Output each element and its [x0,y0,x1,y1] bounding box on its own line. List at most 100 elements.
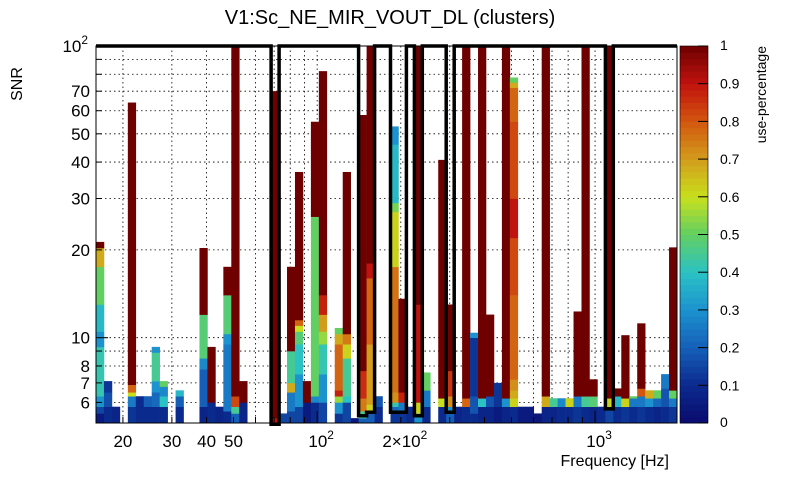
color-scale-step [680,133,708,141]
heatmap-cell [446,304,455,372]
color-scale-step [680,159,708,166]
y-tick-label: 50 [71,125,90,144]
heatmap-cell [470,396,479,414]
heatmap-cell [231,413,240,424]
heatmap-cell [605,398,614,408]
heatmap-cell [470,337,479,397]
heatmap-cell [414,304,423,403]
heatmap-cell [390,126,399,145]
heatmap-cell [127,396,137,408]
heatmap-cell [422,406,431,424]
heatmap-cell [334,402,344,414]
color-scale-step [680,397,708,405]
heatmap-cell [438,159,447,399]
heatmap-cell [199,406,208,424]
heatmap-cell [127,384,137,393]
heatmap-cell [318,314,328,332]
heatmap-cell [159,386,168,397]
heatmap-cell [390,392,399,403]
x-tick-label: 40 [197,432,216,451]
heatmap-cell [478,46,487,399]
heatmap-cell [509,398,519,408]
heatmap-cell [462,398,471,408]
color-scale-step [680,221,708,229]
color-scale-step [680,372,708,380]
heatmap-cell [318,295,328,315]
color-scale-step [680,272,708,279]
heatmap-cell [581,396,590,408]
heatmap-cell [398,298,407,393]
heatmap-cell [446,413,455,424]
color-scale-step [680,228,708,235]
heatmap-cell [597,406,606,424]
color-scale-step [680,64,708,72]
heatmap-cell [462,406,471,424]
heatmap-cell [294,171,304,321]
heatmap-cell [653,390,662,399]
heatmap-cell [501,46,511,399]
heatmap-cell [621,398,630,408]
heatmap-cell [390,202,399,213]
heatmap-cell [390,406,399,414]
heatmap-cell [398,392,407,403]
heatmap-cell [446,370,455,397]
heatmap-cell [318,374,328,403]
heatmap-cell [279,413,288,424]
heatmap-cell [645,398,654,408]
z-tick-label: 0.5 [720,227,740,243]
color-scale-step [680,140,708,148]
heatmap-cell [645,406,654,424]
color-scale-step [680,291,708,298]
heatmap-cell [231,396,240,408]
heatmap-cell [199,369,208,408]
heatmap-cell [143,406,153,424]
heatmap-cell [406,406,415,424]
color-scale-step [680,71,708,78]
heatmap-cell [294,331,304,345]
z-tick-label: 0.4 [720,264,740,280]
heatmap-cell [239,381,248,403]
color-scale-step [680,297,708,305]
heatmap-cell [509,198,519,239]
heatmap-cell [661,388,670,408]
color-scale-step [680,77,708,85]
heatmap-cell [96,396,105,408]
y-tick-label: 102 [62,33,88,56]
color-scale-step [680,209,708,217]
heatmap-cell [127,102,137,386]
heatmap-cell [661,406,670,424]
heatmap-cell [358,418,367,424]
color-scale-step [680,52,708,60]
heatmap-cell [485,406,495,424]
x-tick-label: 20 [113,432,132,451]
color-scale-step [680,89,708,97]
z-tick-label: 1 [720,37,728,53]
heatmap-cell [669,247,678,391]
heatmap-cell [605,406,614,424]
heatmap-cell [334,390,344,397]
heatmap-cell [493,406,503,424]
color-scale-label: use-percentage [753,46,769,144]
heatmap-cell [342,171,351,335]
color-scale-step [680,190,708,198]
heatmap-cell [96,248,105,268]
heatmap-cell [509,77,519,83]
color-scale-step [680,322,708,330]
heatmap-cell [493,382,503,408]
color-scale-step [680,171,708,179]
heatmap-cell [143,396,153,408]
heatmap-cell [509,121,519,199]
heatmap-cell [589,406,598,424]
heatmap-cell [653,398,662,408]
heatmap-cell [207,346,216,403]
heatmap-cell [334,413,344,424]
heatmap-cell [334,327,344,335]
z-tick-label: 0.3 [720,302,740,318]
heatmap-cells [96,46,678,424]
color-scale-step [680,215,708,223]
heatmap-cell [111,406,121,424]
heatmap-cell [573,396,582,408]
heatmap-cell [310,396,320,403]
color-scale-step [680,335,708,342]
heatmap-cell [629,396,638,399]
